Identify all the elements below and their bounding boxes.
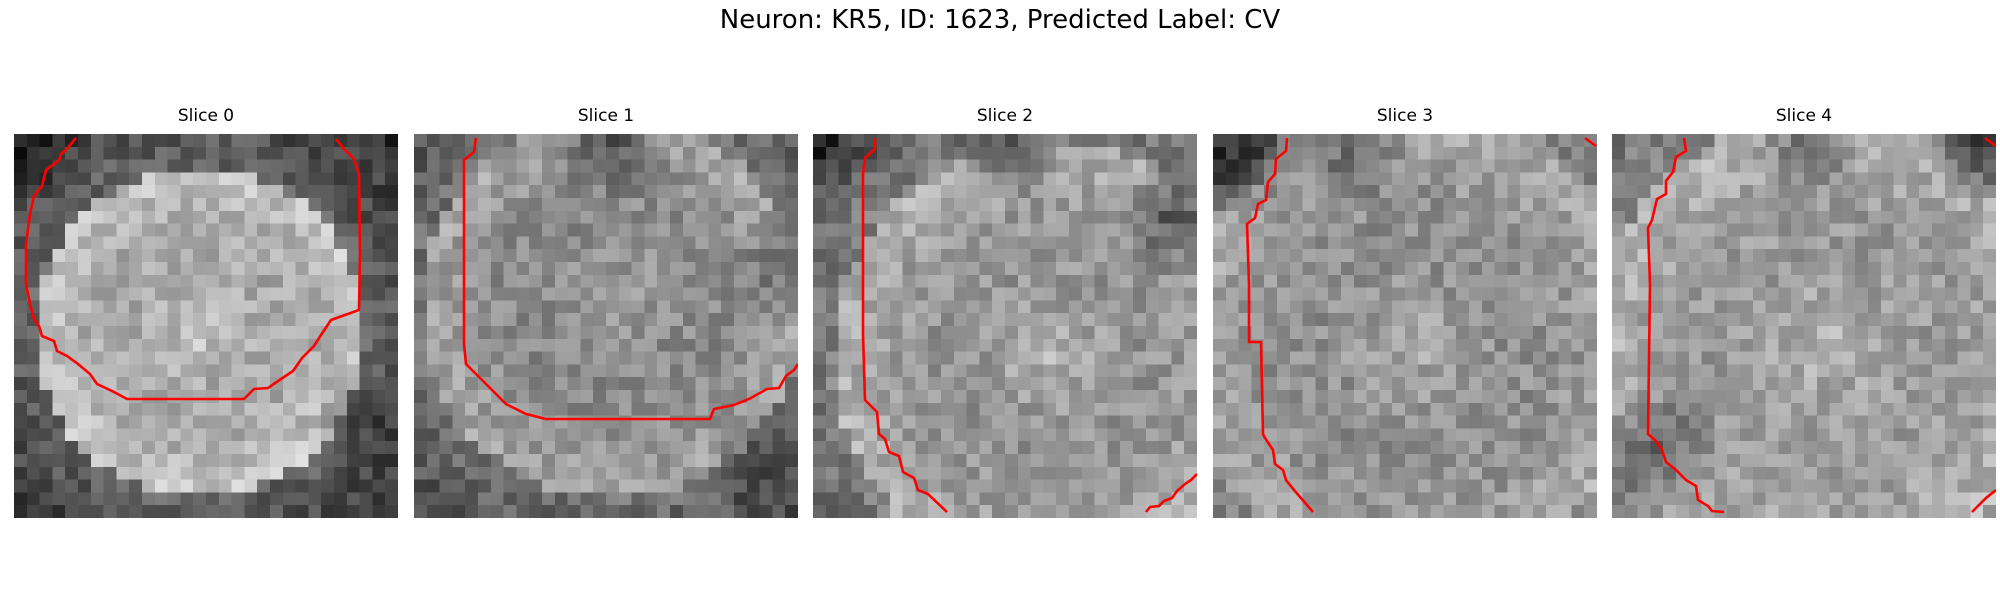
slice-image bbox=[1612, 134, 1996, 518]
contour-line bbox=[861, 138, 948, 513]
grayscale-patch bbox=[1612, 134, 1996, 518]
contour-line bbox=[1971, 488, 1996, 513]
contour-overlay bbox=[1646, 136, 1996, 514]
contour-line bbox=[1144, 473, 1197, 513]
slice-panel-3: Slice 3 bbox=[1213, 106, 1597, 526]
slice-panel-2: Slice 2 bbox=[813, 106, 1197, 526]
slice-panel-4: Slice 4 bbox=[1612, 106, 1996, 526]
figure-title: Neuron: KR5, ID: 1623, Predicted Label: … bbox=[719, 5, 1281, 35]
grayscale-patch bbox=[1213, 134, 1597, 518]
slice-image bbox=[1213, 134, 1597, 518]
slice-image bbox=[14, 134, 398, 518]
slice-panel-0: Slice 0 bbox=[14, 106, 398, 526]
slice-title: Slice 3 bbox=[1376, 106, 1434, 126]
contour-overlay bbox=[24, 137, 362, 401]
slice-title: Slice 1 bbox=[577, 106, 635, 126]
contour-line bbox=[1984, 136, 1996, 148]
slice-title: Slice 0 bbox=[177, 106, 235, 126]
contour-overlay bbox=[861, 138, 1197, 513]
slice-title: Slice 4 bbox=[1775, 106, 1833, 126]
contour-line bbox=[1584, 136, 1597, 148]
contour-line bbox=[24, 137, 362, 401]
contour-line bbox=[1646, 137, 1725, 514]
slice-panel-1: Slice 1 bbox=[414, 106, 798, 526]
contour-overlay bbox=[462, 137, 798, 421]
slice-image bbox=[414, 134, 798, 518]
contour-line bbox=[462, 137, 798, 421]
grayscale-patch bbox=[813, 134, 1197, 518]
slice-image bbox=[813, 134, 1197, 518]
contour-line bbox=[1245, 137, 1314, 513]
slice-title: Slice 2 bbox=[976, 106, 1034, 126]
grayscale-patch bbox=[414, 134, 798, 518]
contour-overlay bbox=[1245, 136, 1597, 513]
grayscale-patch bbox=[14, 134, 398, 518]
